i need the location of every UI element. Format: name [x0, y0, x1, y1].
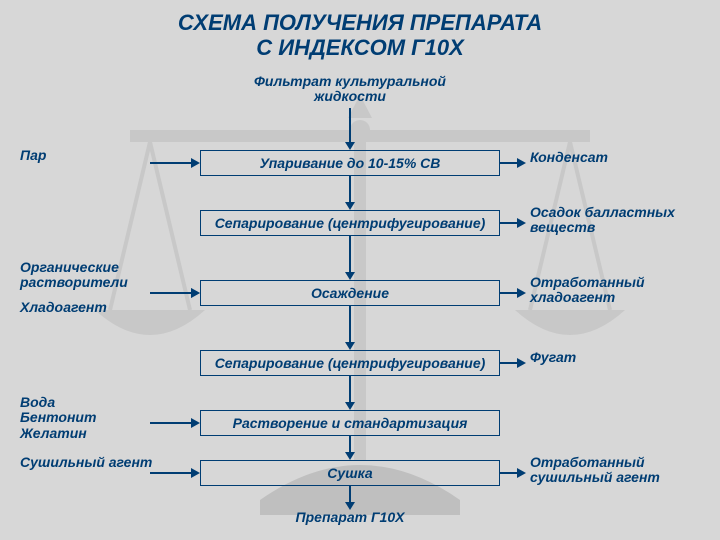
- process-box-label: Сепарирование (центрифугирование): [215, 355, 486, 371]
- input-arrow: [150, 467, 200, 479]
- flow-arrow-down: [344, 486, 356, 510]
- input-arrow: [150, 287, 200, 299]
- process-box-b2: Сепарирование (центрифугирование): [200, 210, 500, 236]
- title-line-2: С ИНДЕКСОМ Г10Х: [256, 35, 464, 60]
- input-label-l1: Пар: [20, 148, 170, 163]
- process-box-label: Сепарирование (центрифугирование): [215, 215, 486, 231]
- flow-arrow-down: [344, 436, 356, 460]
- process-box-b1: Упаривание до 10-15% СВ: [200, 150, 500, 176]
- output-label-r1: Конденсат: [530, 150, 710, 165]
- process-box-b4: Сепарирование (центрифугирование): [200, 350, 500, 376]
- subtitle-text: Фильтрат культуральной жидкости: [254, 73, 446, 104]
- page-title: СХЕМА ПОЛУЧЕНИЯ ПРЕПАРАТА С ИНДЕКСОМ Г10…: [0, 10, 720, 61]
- input-label-l2: Органические растворители: [20, 260, 170, 291]
- process-box-label: Сушка: [327, 465, 372, 481]
- process-box-b6: Сушка: [200, 460, 500, 486]
- process-box-b5: Растворение и стандартизация: [200, 410, 500, 436]
- input-label-l5: Сушильный агент: [20, 455, 170, 470]
- flow-arrow-down: [344, 236, 356, 280]
- output-label-r4: Фугат: [530, 350, 710, 365]
- process-box-b3: Осаждение: [200, 280, 500, 306]
- input-subtitle: Фильтрат культуральной жидкости: [200, 74, 500, 105]
- output-arrow: [500, 467, 526, 479]
- flow-arrow-down: [344, 306, 356, 350]
- input-label-l3: Хладоагент: [20, 300, 170, 315]
- output-arrow: [500, 357, 526, 369]
- input-arrow: [150, 157, 200, 169]
- process-box-label: Осаждение: [311, 285, 389, 301]
- flow-arrow-down: [344, 108, 356, 150]
- output-arrow: [500, 287, 526, 299]
- title-line-1: СХЕМА ПОЛУЧЕНИЯ ПРЕПАРАТА: [178, 10, 542, 35]
- output-label-r3: Отработанный хладоагент: [530, 275, 710, 306]
- process-box-label: Растворение и стандартизация: [233, 415, 468, 431]
- output-arrow: [500, 217, 526, 229]
- flow-arrow-down: [344, 376, 356, 410]
- input-label-l4: Вода Бентонит Желатин: [20, 395, 170, 441]
- final-output: Препарат Г10Х: [200, 510, 500, 525]
- process-box-label: Упаривание до 10-15% СВ: [260, 155, 441, 171]
- final-text: Препарат Г10Х: [296, 509, 405, 525]
- stage: СХЕМА ПОЛУЧЕНИЯ ПРЕПАРАТА С ИНДЕКСОМ Г10…: [0, 0, 720, 540]
- output-label-r2: Осадок балластных веществ: [530, 205, 710, 236]
- output-arrow: [500, 157, 526, 169]
- input-arrow: [150, 417, 200, 429]
- output-label-r5: Отработанный сушильный агент: [530, 455, 710, 486]
- flow-arrow-down: [344, 176, 356, 210]
